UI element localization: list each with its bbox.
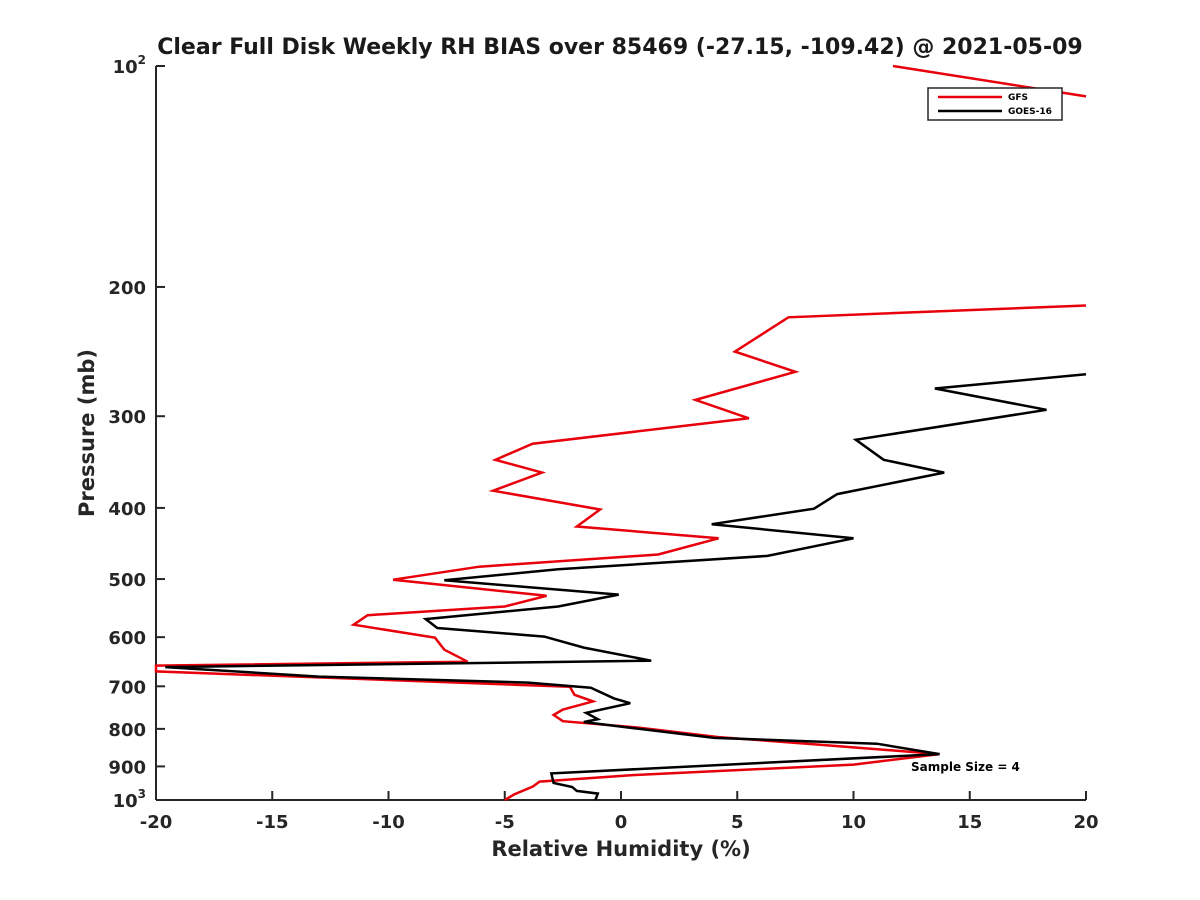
- legend-label-gfs: GFS: [1008, 93, 1028, 103]
- y-axis-ticks: 102 200 300 400 500 600 700 800 900 103: [108, 53, 165, 812]
- y-tick-label: 103: [113, 787, 146, 812]
- series-layer: [154, 64, 1087, 802]
- chart-title: Clear Full Disk Weekly RH BIAS over 8546…: [157, 35, 1082, 60]
- legend-label-goes16: GOES-16: [1008, 107, 1052, 117]
- x-tick-label: -20: [140, 812, 173, 833]
- sample-size-annotation: Sample Size = 4: [911, 760, 1020, 774]
- y-tick-label: 200: [108, 278, 146, 299]
- y-tick-label: 102: [113, 53, 146, 78]
- x-axis-label: Relative Humidity (%): [491, 837, 750, 861]
- x-tick-label: 10: [841, 812, 866, 833]
- x-tick-label: -10: [372, 812, 405, 833]
- y-tick-label: 500: [108, 570, 146, 591]
- y-tick-label: 400: [108, 499, 146, 520]
- x-tick-label: 20: [1073, 812, 1098, 833]
- legend-box: [927, 87, 1063, 121]
- y-tick-label: 800: [108, 720, 146, 741]
- series-line-gfs-0: [154, 304, 1087, 802]
- x-tick-label: -15: [256, 812, 289, 833]
- y-tick-label: 300: [108, 407, 146, 428]
- y-axis-label: Pressure (mb): [75, 349, 99, 517]
- x-axis-ticks: -20 -15 -10 -5 0 5 10 15 20: [140, 791, 1099, 833]
- x-tick-label: 15: [957, 812, 982, 833]
- x-tick-label: -5: [495, 812, 515, 833]
- legend: GFS GOES-16: [927, 87, 1063, 121]
- x-tick-label: 5: [731, 812, 744, 833]
- y-tick-label: 600: [108, 628, 146, 649]
- y-tick-label: 700: [108, 677, 146, 698]
- series-line-goes16-2: [165, 372, 1087, 801]
- y-tick-label: 900: [108, 757, 146, 778]
- x-tick-label: 0: [615, 812, 628, 833]
